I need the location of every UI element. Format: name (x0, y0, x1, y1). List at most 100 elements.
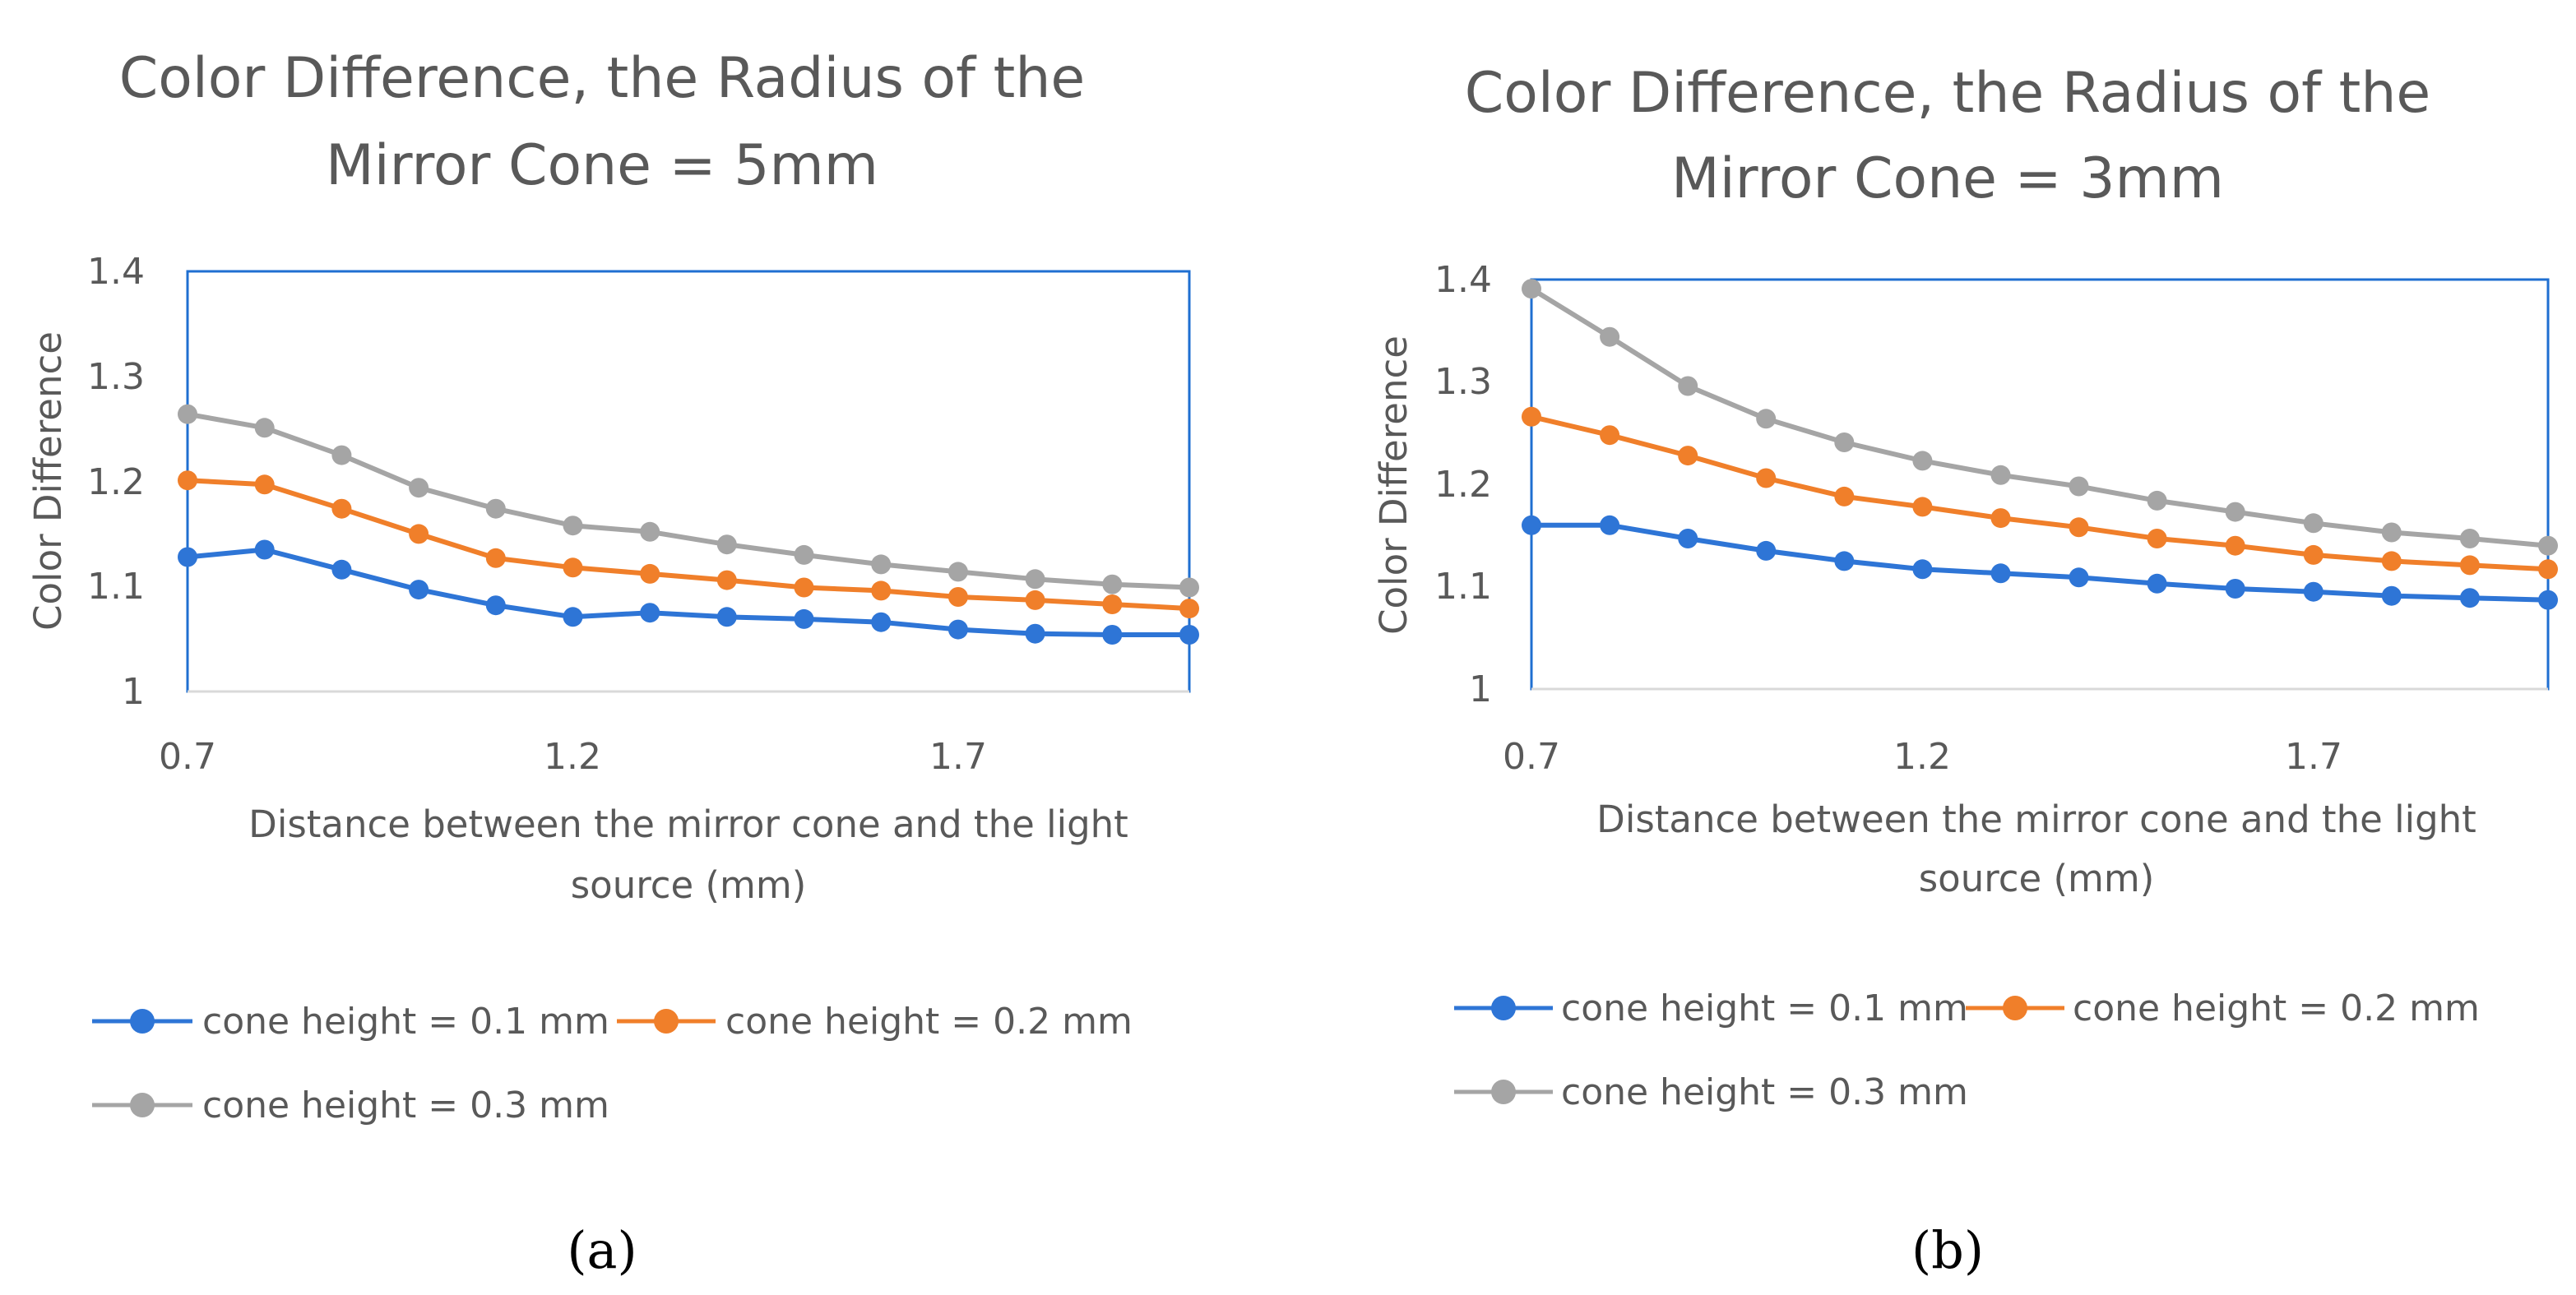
data-point (485, 498, 506, 519)
data-point (2538, 590, 2558, 610)
data-point (1834, 432, 1855, 452)
data-point (2303, 544, 2323, 565)
y-tick-label: 1.1 (1434, 566, 1492, 608)
data-point (1025, 569, 1045, 590)
x-axis-label-line-1: Distance between the mirror cone and the… (248, 802, 1128, 846)
data-point (947, 562, 968, 582)
data-point (1025, 623, 1045, 644)
legend: cone height = 0.1 mm cone height = 0.2 m… (1454, 987, 2480, 1113)
data-point (2225, 579, 2245, 599)
data-point (640, 603, 660, 623)
data-point (1179, 599, 1199, 619)
data-marks (1522, 279, 2558, 610)
y-axis-label: Color Difference (26, 331, 70, 631)
data-point (794, 608, 814, 629)
data-point (254, 474, 275, 495)
data-point (331, 559, 352, 580)
data-point (716, 607, 737, 627)
data-point (1834, 486, 1855, 506)
data-point (1912, 559, 1933, 580)
data-point (409, 524, 429, 544)
data-point (1912, 497, 1933, 517)
series-line (1531, 522, 2549, 603)
legend-entry: cone height = 0.3 mm (92, 1085, 609, 1126)
data-point (2225, 502, 2245, 522)
y-axis-label: Color Difference (1372, 335, 1415, 635)
data-point (409, 580, 429, 600)
data-point (2225, 535, 2245, 556)
data-point (2303, 513, 2323, 534)
data-point (2459, 588, 2480, 608)
data-point (1522, 406, 1541, 427)
y-tick-labels: 1 1.1 1.2 1.3 1.4 (1434, 259, 1492, 710)
legend-entry: cone height = 0.2 mm (617, 1001, 1133, 1043)
panel-caption: (a) (567, 1220, 637, 1280)
data-point (1678, 376, 1698, 396)
data-point (563, 516, 583, 536)
data-point (640, 563, 660, 584)
x-tick-label: 1.7 (2285, 736, 2342, 778)
data-point (563, 557, 583, 578)
data-point (254, 539, 275, 560)
data-point (2147, 529, 2167, 548)
data-point (1990, 465, 2011, 485)
data-point (1912, 451, 1933, 471)
legend-swatch-marker (1491, 1080, 1516, 1104)
y-tick-label: 1.2 (87, 461, 145, 503)
data-point (2459, 555, 2480, 576)
legend-entry: cone height = 0.3 mm (1454, 1071, 1968, 1113)
x-axis-label-line-2: source (mm) (571, 863, 807, 907)
data-point (794, 577, 814, 598)
data-point (2147, 573, 2167, 594)
legend-label: cone height = 0.3 mm (1561, 1071, 1968, 1113)
data-point (331, 498, 352, 519)
data-point (1990, 563, 2011, 584)
x-tick-label: 1.2 (1893, 736, 1951, 778)
x-axis-label-line-2: source (mm) (1919, 857, 2155, 900)
data-point (1102, 625, 1123, 645)
data-point (1102, 594, 1123, 614)
chart-title-line-2: Mirror Cone = 3mm (1671, 146, 2224, 211)
data-point (1756, 540, 1777, 561)
data-point (2069, 567, 2089, 588)
data-point (716, 570, 737, 590)
plot-area-border (1530, 278, 2550, 691)
data-point (1025, 590, 1045, 610)
data-point (947, 619, 968, 640)
data-point (1756, 409, 1777, 429)
data-point (2381, 522, 2402, 543)
chart-panel-b: Color Difference, the Radius of the Mirr… (1372, 61, 2558, 1280)
data-point (947, 587, 968, 607)
y-tick-label: 1.3 (1434, 361, 1492, 403)
legend-label: cone height = 0.3 mm (202, 1085, 609, 1126)
y-tick-label: 1.4 (87, 251, 145, 293)
data-point (331, 445, 352, 465)
legend-swatch-marker (130, 1009, 155, 1034)
y-tick-label: 1.4 (1434, 259, 1492, 301)
data-point (871, 612, 892, 632)
data-point (1678, 529, 1698, 548)
data-point (2069, 517, 2089, 538)
legend-swatch-marker (130, 1093, 155, 1117)
data-point (1522, 515, 1541, 535)
data-point (1179, 577, 1199, 598)
data-point (485, 548, 506, 568)
legend-entry: cone height = 0.2 mm (1966, 987, 2480, 1029)
legend-label: cone height = 0.1 mm (202, 1001, 609, 1043)
x-tick-label: 1.7 (929, 736, 987, 778)
series-line (187, 411, 1190, 590)
legend-label: cone height = 0.1 mm (1561, 987, 1968, 1029)
data-point (2381, 551, 2402, 571)
y-tick-label: 1 (122, 671, 145, 713)
legend-swatch-marker (654, 1009, 679, 1034)
data-point (1600, 425, 1620, 446)
data-point (716, 534, 737, 555)
series-line (187, 547, 1189, 637)
y-tick-label: 1.1 (87, 566, 145, 608)
y-tick-label: 1.2 (1434, 464, 1492, 506)
legend-label: cone height = 0.2 mm (2073, 987, 2480, 1029)
chart-title-line-1: Color Difference, the Radius of the (119, 46, 1086, 111)
data-point (1756, 468, 1777, 488)
series-line (187, 478, 1190, 612)
